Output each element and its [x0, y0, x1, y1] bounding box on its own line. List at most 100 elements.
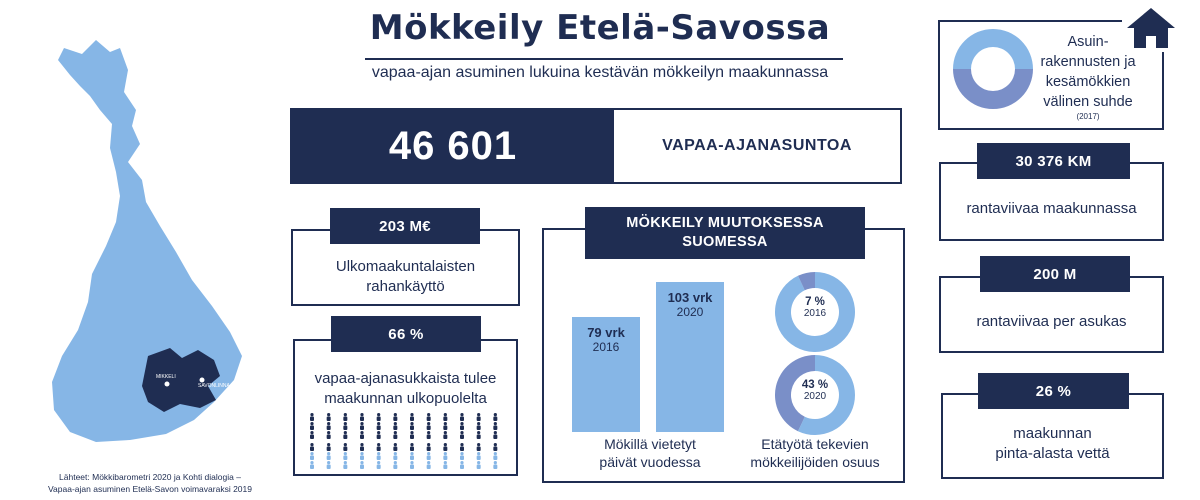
ratio-donut-top-left [953, 29, 993, 69]
person-icon [476, 443, 481, 451]
headline-label: VAPAA-AJANASUNTOA [662, 137, 852, 154]
person-icon [326, 443, 331, 451]
water-value-badge: 26 % [978, 373, 1129, 409]
person-icon [393, 413, 398, 421]
person-icon [310, 422, 314, 430]
ratio-text: Asuin- rakennusten ja kesämökkien väline… [1036, 32, 1140, 122]
donut-2016-share [797, 272, 815, 291]
finland-map: MIKKELI SAVONLINNA [52, 40, 242, 442]
person-icon [343, 443, 348, 451]
person-icon [460, 413, 464, 421]
person-icon [310, 461, 314, 469]
person-icon [493, 452, 498, 460]
donut-2020-labels: 43 % 2020 [775, 379, 855, 402]
bar-2016 [572, 317, 640, 432]
bar-2016-value: 79 vrk [587, 325, 625, 340]
per-capita-label: rantaviivaa per asukas [976, 312, 1127, 330]
person-icon [393, 461, 398, 469]
person-icon [410, 443, 414, 451]
ratio-donut-top-right [993, 29, 1033, 69]
visitors-line-2: maakunnan ulkopuolelta [324, 390, 487, 407]
donut-2016-labels: 7 % 2016 [775, 296, 855, 319]
person-icon [410, 431, 414, 439]
person-icon [476, 452, 481, 460]
donut-2016-year: 2016 [803, 308, 827, 319]
visitors-value-badge: 66 % [331, 316, 481, 352]
person-icon [476, 422, 481, 430]
change-title-line-2: SUOMESSA [682, 234, 768, 250]
person-icon [426, 452, 431, 460]
spending-line-1: Ulkomaakuntalaisten [335, 257, 476, 275]
donut-2016-rest [775, 272, 855, 352]
person-icon [376, 413, 381, 421]
headline-stat-card: 46 601 VAPAA-AJANASUNTOA [290, 108, 902, 184]
person-icon [493, 422, 498, 430]
person-icon [360, 452, 364, 460]
person-icon [493, 443, 498, 451]
person-icon [426, 431, 431, 439]
person-icon [326, 422, 331, 430]
donut-2016-value: 7 % [805, 296, 825, 308]
person-icon [326, 413, 331, 421]
ratio-donut-bottom [953, 69, 1033, 109]
donuts-caption: Etätyötä tekevien mökkeilijöiden osuus [735, 435, 895, 471]
person-icon [410, 422, 414, 430]
bars-caption-line-2: päivät vuodessa [599, 454, 701, 470]
person-icon [376, 431, 381, 439]
bars-caption-line-1: Mökillä vietetyt [604, 436, 696, 452]
ratio-line-1: Asuin- [1067, 34, 1109, 50]
person-icon [443, 443, 448, 451]
spending-line-2: rahankäyttö [366, 277, 445, 295]
per-capita-value-badge: 200 M [980, 256, 1130, 292]
bar-2016-year: 2016 [592, 340, 620, 354]
donut-2020-rest [797, 355, 855, 435]
person-icon [493, 461, 498, 469]
water-line-2: pinta-alasta vettä [995, 445, 1110, 462]
person-icon [343, 413, 348, 421]
mikkeli-marker [164, 381, 170, 387]
mikkeli-label: MIKKELI [156, 374, 176, 380]
person-icon [376, 461, 381, 469]
ratio-donut [953, 29, 1033, 109]
person-icon [476, 413, 481, 421]
page-title: Mökkeily Etelä-Savossa [369, 8, 831, 48]
person-icon [393, 452, 398, 460]
person-icon [426, 443, 431, 451]
shoreline-value-badge: 30 376 KM [977, 143, 1130, 179]
bar-2020-labels: 103 vrk 2020 [656, 290, 724, 319]
person-icon [360, 431, 364, 439]
bar-2016-labels: 79 vrk 2016 [572, 325, 640, 354]
ratio-line-3: kesämökkien [1045, 74, 1131, 90]
person-icon [326, 452, 331, 460]
bars-caption: Mökillä vietetyt päivät vuodessa [560, 435, 740, 471]
etela-savo-region [142, 348, 220, 412]
person-icon [393, 443, 398, 451]
visitors-line-1: vapaa-ajanasukkaista tulee [314, 370, 497, 387]
donut-2020-value: 43 % [801, 379, 829, 391]
people-pictogram [310, 413, 498, 469]
person-icon [476, 431, 481, 439]
headline-value: 46 601 [292, 110, 614, 182]
person-icon [476, 461, 481, 469]
person-icon [410, 452, 414, 460]
person-icon [443, 413, 448, 421]
person-icon [310, 413, 314, 421]
person-icon [493, 431, 498, 439]
person-icon [443, 461, 448, 469]
ratio-year: (2017) [1076, 112, 1100, 121]
spending-value-badge: 203 M€ [330, 208, 480, 244]
donuts-caption-line-2: mökkeilijöiden osuus [750, 454, 880, 470]
person-icon [310, 431, 314, 439]
ratio-line-4: välinen suhde [1043, 94, 1133, 110]
person-icon [310, 443, 314, 451]
person-icon [426, 413, 431, 421]
bar-2020-value: 103 vrk [667, 290, 713, 305]
source-note: Lähteet: Mökkibarometri 2020 ja Kohti di… [20, 471, 280, 495]
person-icon [310, 452, 314, 460]
source-line-2: Vapaa-ajan asuminen Etelä-Savon voimavar… [48, 484, 252, 494]
person-icon [393, 422, 398, 430]
water-line-1: maakunnan [1013, 425, 1092, 442]
savonlinna-label: SAVONLINNA [198, 383, 231, 389]
person-icon [343, 461, 348, 469]
donut-2020-year: 2020 [803, 391, 827, 402]
